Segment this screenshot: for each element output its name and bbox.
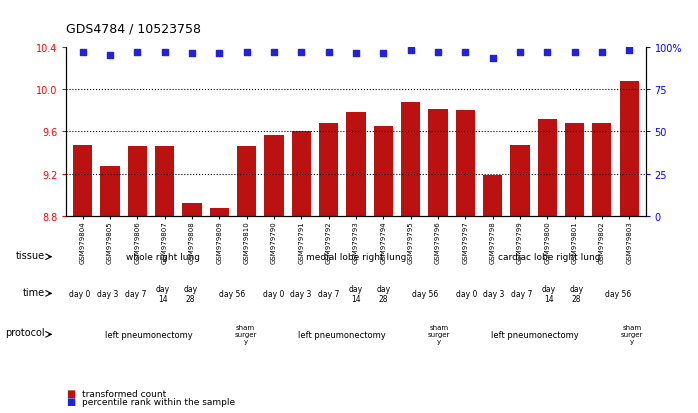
Text: day 3: day 3 [290,289,311,298]
Text: day 56: day 56 [218,289,245,298]
Text: GDS4784 / 10523758: GDS4784 / 10523758 [66,22,201,35]
Text: time: time [23,287,45,297]
Point [432,49,443,56]
Bar [456,111,475,217]
Point [460,49,471,56]
Text: whole right lung: whole right lung [126,253,200,261]
Bar [319,124,339,217]
Point [487,56,498,63]
Bar [101,167,119,217]
Point [186,51,198,57]
Text: day 7: day 7 [318,289,339,298]
Text: transformed count: transformed count [82,389,166,398]
Point [350,51,362,57]
Point [569,49,580,56]
Text: left pneumonectomy: left pneumonectomy [105,330,193,339]
Point [214,51,225,57]
Text: cardiac lobe right lung: cardiac lobe right lung [498,253,600,261]
Text: day
28: day 28 [184,284,198,303]
Text: left pneumonectomy: left pneumonectomy [491,330,579,339]
Point [596,49,607,56]
Bar [401,102,420,217]
Bar [593,124,611,217]
Text: day 56: day 56 [605,289,631,298]
Point [241,49,252,56]
Text: day 7: day 7 [511,289,532,298]
Bar [510,146,530,217]
Point [624,47,635,54]
Bar [265,135,283,217]
Point [405,47,416,54]
Text: percentile rank within the sample: percentile rank within the sample [82,397,235,406]
Text: medial lobe right lung: medial lobe right lung [306,253,406,261]
Bar [182,203,202,217]
Text: left pneumonectomy: left pneumonectomy [298,330,386,339]
Text: tissue: tissue [16,251,45,261]
Text: sham
surger
y: sham surger y [428,325,450,344]
Bar [429,110,447,217]
Point [378,51,389,57]
Text: day 56: day 56 [412,289,438,298]
Text: day
14: day 14 [542,284,556,303]
Text: day 0: day 0 [456,289,477,298]
Text: day
28: day 28 [376,284,391,303]
Bar [210,208,229,217]
Text: ■: ■ [66,396,75,406]
Text: day 7: day 7 [124,289,146,298]
Point [132,49,143,56]
Bar [292,132,311,217]
Bar [373,127,393,217]
Text: sham
surger
y: sham surger y [621,325,643,344]
Text: day 3: day 3 [97,289,119,298]
Text: ■: ■ [66,388,75,398]
Point [296,49,307,56]
Text: day 0: day 0 [262,289,284,298]
Text: sham
surger
y: sham surger y [235,325,257,344]
Text: day 0: day 0 [69,289,91,298]
Bar [565,124,584,217]
Bar [155,147,174,217]
Bar [483,176,502,217]
Text: day
28: day 28 [570,284,584,303]
Point [323,49,334,56]
Point [105,53,116,59]
Text: protocol: protocol [6,328,45,338]
Bar [73,146,92,217]
Bar [537,119,557,217]
Text: day
14: day 14 [156,284,170,303]
Point [514,49,526,56]
Text: day
14: day 14 [349,284,363,303]
Point [269,49,280,56]
Bar [620,81,639,217]
Bar [237,147,256,217]
Point [77,49,88,56]
Text: day 3: day 3 [483,289,505,298]
Bar [128,147,147,217]
Point [542,49,553,56]
Point [159,49,170,56]
Bar [346,113,366,217]
